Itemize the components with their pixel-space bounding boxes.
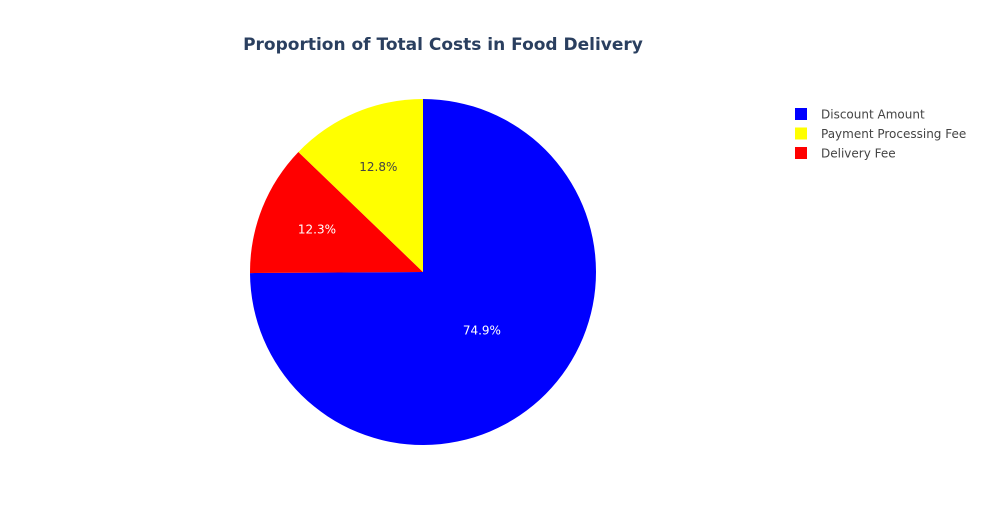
pie-slice-payment-processing-fee[interactable] xyxy=(298,99,423,272)
legend-item-discount-amount[interactable]: Discount Amount xyxy=(795,108,925,122)
legend-item-payment-processing-fee[interactable]: Payment Processing Fee xyxy=(795,127,966,141)
pie-slice-label-payment-processing-fee: 12.8% xyxy=(359,160,397,174)
pie-slice-delivery-fee[interactable] xyxy=(250,151,423,274)
chart-title: Proportion of Total Costs in Food Delive… xyxy=(243,35,643,55)
pie-slice-discount-amount[interactable] xyxy=(250,99,596,445)
pie-slice-labels: 74.9% 12.3% 12.8% xyxy=(298,160,501,338)
legend: Discount Amount Payment Processing Fee Del… xyxy=(795,108,966,161)
pie-slice-label-delivery-fee: 12.3% xyxy=(298,223,336,237)
legend-label: Discount Amount xyxy=(821,108,925,122)
legend-item-delivery-fee[interactable]: Delivery Fee xyxy=(795,147,896,161)
pie-slice-label-discount-amount: 74.9% xyxy=(463,324,501,338)
legend-swatch xyxy=(795,127,807,140)
pie-slices xyxy=(250,99,596,445)
legend-label: Payment Processing Fee xyxy=(821,127,966,141)
legend-swatch xyxy=(795,108,807,120)
legend-label: Delivery Fee xyxy=(821,147,896,161)
legend-swatch xyxy=(795,147,807,159)
